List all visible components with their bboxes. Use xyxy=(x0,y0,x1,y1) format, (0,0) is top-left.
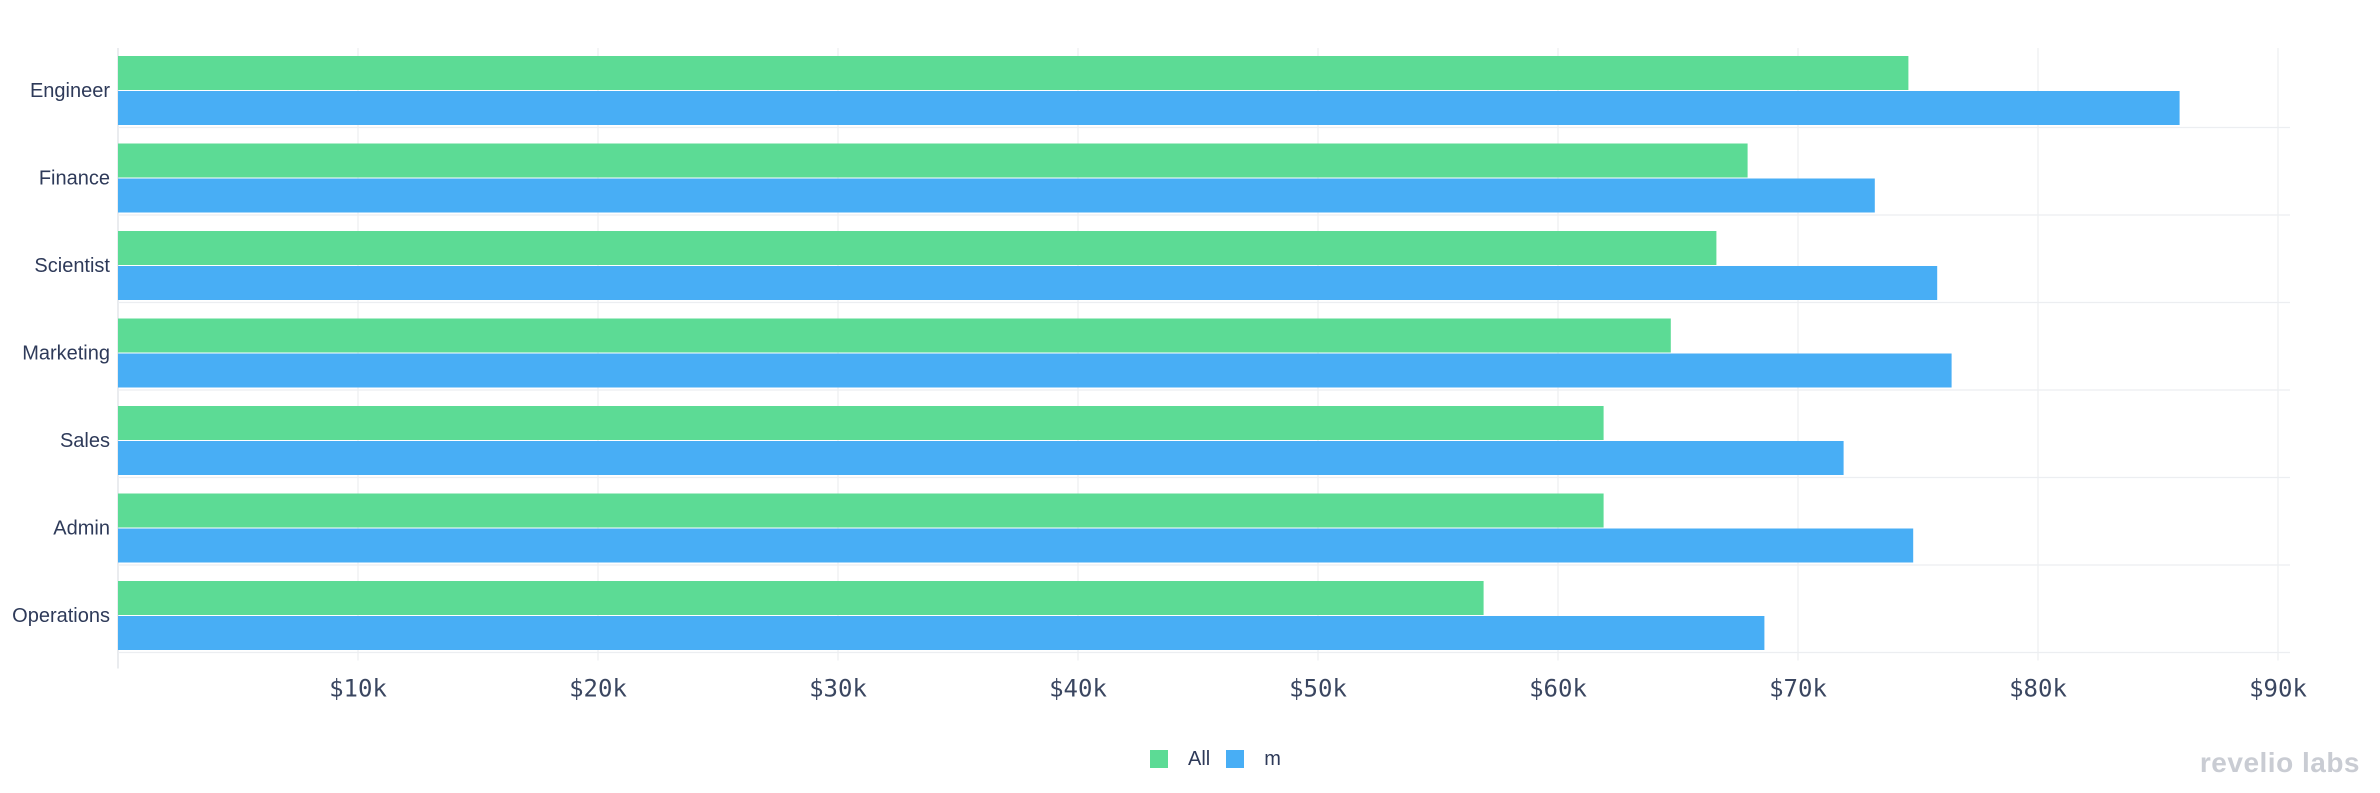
category-label: Finance xyxy=(39,168,110,190)
bar-engineer-all[interactable] xyxy=(118,56,1909,90)
x-tick-label: $10k xyxy=(329,675,387,703)
bar-finance-all[interactable] xyxy=(118,143,1748,178)
bar-marketing-all[interactable] xyxy=(118,318,1671,353)
legend-item-m[interactable]: m xyxy=(1226,748,1281,771)
x-tick-label: $40k xyxy=(1049,675,1107,703)
x-tick-label: $80k xyxy=(2009,675,2067,703)
bars xyxy=(118,56,2180,650)
legend-swatch-m xyxy=(1226,750,1245,768)
bar-scientist-all[interactable] xyxy=(118,231,1717,265)
bar-scientist-m[interactable] xyxy=(118,266,1938,300)
bar-operations-m[interactable] xyxy=(118,616,1765,650)
category-labels: Engineer Finance Scientist Marketing Sales Ad… xyxy=(12,80,110,627)
bar-marketing-m[interactable] xyxy=(118,353,1952,388)
category-label: Engineer xyxy=(30,80,110,102)
legend: All m xyxy=(1150,744,1281,774)
category-label: Admin xyxy=(53,518,110,540)
x-tick-label: $50k xyxy=(1289,675,1347,703)
bar-sales-all[interactable] xyxy=(118,406,1604,440)
revelio-labs-logo: revelio labs xyxy=(2199,747,2360,778)
bar-operations-all[interactable] xyxy=(118,581,1484,615)
bar-engineer-m[interactable] xyxy=(118,91,2180,125)
bar-admin-m[interactable] xyxy=(118,528,1914,563)
x-tick-labels: $10k $20k $30k $40k $50k $60k $70k $80k $90k xyxy=(329,675,2307,703)
legend-item-all[interactable]: All xyxy=(1150,748,1210,771)
x-tick-label: $70k xyxy=(1769,675,1827,703)
category-label: Sales xyxy=(60,430,110,452)
category-label: Scientist xyxy=(34,255,110,277)
bar-sales-m[interactable] xyxy=(118,441,1844,475)
legend-swatch-all xyxy=(1150,750,1168,768)
bar-finance-m[interactable] xyxy=(118,178,1875,213)
category-label: Operations xyxy=(12,605,110,627)
legend-label-all: All xyxy=(1188,747,1211,770)
x-tick-label: $20k xyxy=(569,675,627,703)
x-tick-label: $60k xyxy=(1529,675,1587,703)
legend-label-m: m xyxy=(1264,747,1281,770)
category-label: Marketing xyxy=(22,343,110,365)
x-tick-label: $90k xyxy=(2249,675,2307,703)
bar-admin-all[interactable] xyxy=(118,493,1604,528)
x-tick-label: $30k xyxy=(809,675,867,703)
